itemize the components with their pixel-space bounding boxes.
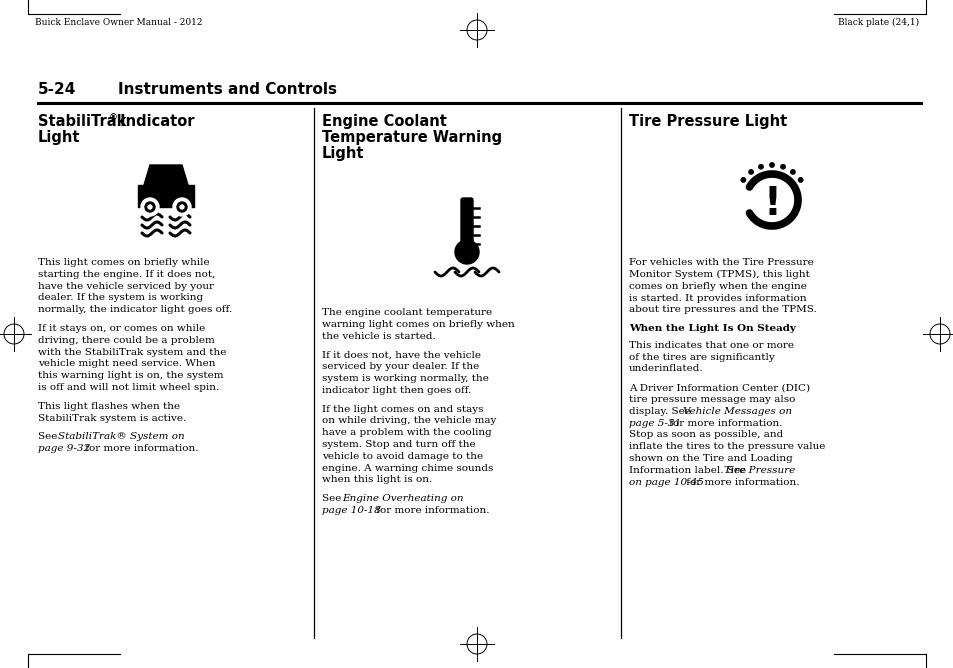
Circle shape <box>748 170 753 174</box>
Text: page 5-31: page 5-31 <box>628 419 680 428</box>
Circle shape <box>758 164 762 169</box>
Text: Black plate (24,1): Black plate (24,1) <box>837 18 918 27</box>
Text: StabiliTrak® System on: StabiliTrak® System on <box>58 432 185 442</box>
Text: This light comes on briefly while
starting the engine. If it does not,
have the : This light comes on briefly while starti… <box>38 258 232 314</box>
Text: Tire Pressure: Tire Pressure <box>723 466 795 475</box>
Text: When the Light Is On Steady: When the Light Is On Steady <box>628 324 795 333</box>
Text: Buick Enclave Owner Manual - 2012: Buick Enclave Owner Manual - 2012 <box>35 18 202 27</box>
Circle shape <box>177 202 187 212</box>
Text: page 9-32: page 9-32 <box>38 444 90 453</box>
Text: for more information.: for more information. <box>82 444 198 453</box>
Text: Engine Overheating on: Engine Overheating on <box>341 494 463 503</box>
Text: Light: Light <box>38 130 80 145</box>
Circle shape <box>455 240 478 264</box>
Text: 5-24: 5-24 <box>38 82 76 97</box>
Text: Indicator: Indicator <box>115 114 194 129</box>
Text: Tire Pressure Light: Tire Pressure Light <box>628 114 786 129</box>
Text: for more information.: for more information. <box>665 419 782 428</box>
Text: If it does not, have the vehicle
serviced by your dealer. If the
system is worki: If it does not, have the vehicle service… <box>322 351 488 395</box>
Text: If the light comes on and stays
on while driving, the vehicle may
have a problem: If the light comes on and stays on while… <box>322 405 496 484</box>
Circle shape <box>145 202 154 212</box>
Polygon shape <box>144 165 188 185</box>
Polygon shape <box>138 185 193 207</box>
Circle shape <box>798 178 802 182</box>
Text: page 10-18: page 10-18 <box>322 506 380 515</box>
Circle shape <box>148 205 152 209</box>
Circle shape <box>180 205 184 209</box>
Circle shape <box>172 198 191 216</box>
FancyBboxPatch shape <box>460 198 473 252</box>
Text: Information label. See: Information label. See <box>628 466 749 475</box>
Text: inflate the tires to the pressure value: inflate the tires to the pressure value <box>628 442 824 451</box>
Circle shape <box>740 178 744 182</box>
Text: If it stays on, or comes on while
driving, there could be a problem
with the Sta: If it stays on, or comes on while drivin… <box>38 324 226 392</box>
Circle shape <box>141 198 159 216</box>
Text: This indicates that one or more
of the tires are significantly
underinflated.: This indicates that one or more of the t… <box>628 341 793 373</box>
Text: Temperature Warning: Temperature Warning <box>322 130 501 145</box>
Circle shape <box>790 170 794 174</box>
Text: The engine coolant temperature
warning light comes on briefly when
the vehicle i: The engine coolant temperature warning l… <box>322 308 515 341</box>
Text: for more information.: for more information. <box>373 506 489 515</box>
Text: Vehicle Messages on: Vehicle Messages on <box>682 407 791 415</box>
Text: display. See: display. See <box>628 407 694 415</box>
Text: !: ! <box>762 185 781 223</box>
Text: This light flashes when the
StabiliTrak system is active.: This light flashes when the StabiliTrak … <box>38 401 186 423</box>
Text: on page 10-45: on page 10-45 <box>628 478 703 486</box>
Text: A Driver Information Center (DIC): A Driver Information Center (DIC) <box>628 383 809 392</box>
Text: Engine Coolant: Engine Coolant <box>322 114 446 129</box>
Text: tire pressure message may also: tire pressure message may also <box>628 395 795 404</box>
Text: ®: ® <box>109 114 118 123</box>
Text: See: See <box>322 494 344 503</box>
Text: for more information.: for more information. <box>682 478 799 486</box>
Text: shown on the Tire and Loading: shown on the Tire and Loading <box>628 454 792 463</box>
Text: Light: Light <box>322 146 364 161</box>
Circle shape <box>769 163 774 167</box>
Text: Stop as soon as possible, and: Stop as soon as possible, and <box>628 430 782 440</box>
Text: Instruments and Controls: Instruments and Controls <box>118 82 336 97</box>
Circle shape <box>780 164 784 169</box>
Text: See: See <box>38 432 61 442</box>
Text: StabiliTrak: StabiliTrak <box>38 114 126 129</box>
Text: For vehicles with the Tire Pressure
Monitor System (TPMS), this light
comes on b: For vehicles with the Tire Pressure Moni… <box>628 258 816 315</box>
